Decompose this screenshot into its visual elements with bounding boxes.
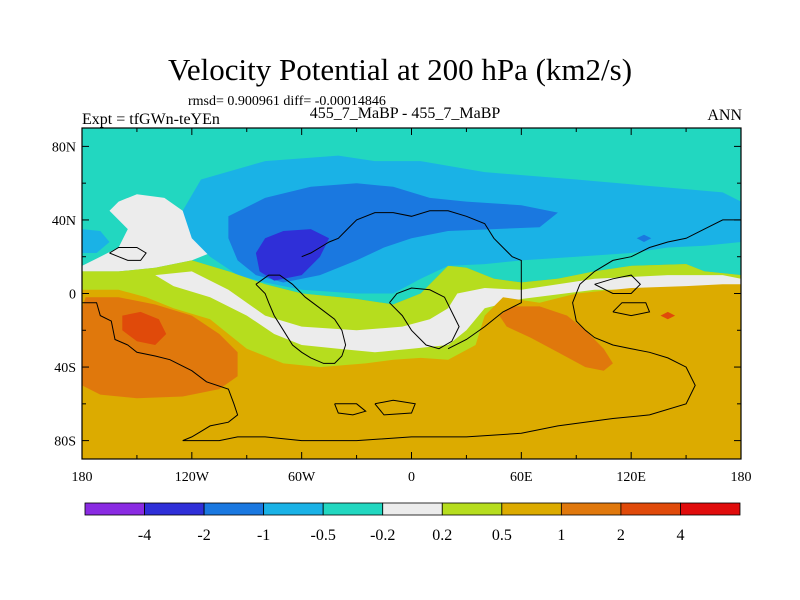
case-label: 455_7_MaBP - 455_7_MaBP [309, 105, 501, 122]
colorbar-label: 4 [676, 527, 684, 544]
x-tick-label: 60W [288, 470, 316, 485]
contour-region-11 [82, 297, 238, 399]
colorbar-swatch-1 [144, 502, 205, 516]
contour-region-4 [255, 229, 330, 281]
chart-title: Velocity Potential at 200 hPa (km2/s) [167, 52, 633, 87]
colorbar-swatch-9 [620, 502, 681, 516]
x-tick-label: 120E [616, 470, 646, 485]
coastline-1 [374, 399, 416, 416]
colorbar-swatch-7 [501, 502, 562, 516]
contour-layer [82, 128, 741, 459]
colorbar-swatch-6 [441, 502, 503, 516]
colorbar-swatch-4 [322, 502, 384, 516]
coastline-4 [389, 287, 460, 350]
coastline-6 [109, 247, 147, 261]
coastline-2 [82, 219, 741, 442]
colorbar-label: -4 [138, 527, 151, 544]
colorbar-swatch-10 [680, 502, 741, 516]
x-tick-label: 0 [408, 470, 415, 485]
colorbar-label: -0.2 [370, 527, 395, 544]
x-tick-label: 60E [510, 470, 533, 485]
colorbar-swatch-8 [560, 502, 622, 516]
contour-region-12 [499, 306, 613, 371]
colorbar-label: 0.5 [492, 527, 512, 544]
coastline-3 [255, 274, 347, 364]
contour-region-5 [636, 234, 652, 242]
colorbar: -4 -2 -1 -0.5 -0.2 0.2 0.5 1 2 4 [84, 502, 741, 544]
contour-region-6 [667, 231, 705, 239]
coastline-8 [612, 302, 651, 317]
colorbar-label: -1 [257, 527, 270, 544]
contour-region-7 [82, 229, 110, 253]
colorbar-label: -0.5 [311, 527, 336, 544]
colorbar-label: -2 [197, 527, 210, 544]
y-tick-label: 80N [52, 140, 76, 155]
coastline-5 [301, 210, 522, 350]
x-tick-label: 120W [175, 470, 210, 485]
x-tick-label: 180 [72, 470, 93, 485]
y-tick-label: 0 [69, 288, 76, 303]
y-tick-label: 80S [54, 435, 76, 450]
colorbar-swatch-2 [203, 502, 265, 516]
colorbar-swatch-3 [263, 502, 324, 516]
colorbar-label: 2 [617, 527, 625, 544]
experiment-label: Expt = tfGWn-teYEn [82, 111, 220, 128]
contour-region-13 [122, 311, 167, 345]
colorbar-label: 1 [557, 527, 565, 544]
y-tick-label: 40S [54, 361, 76, 376]
colorbar-swatch-0 [84, 502, 145, 516]
x-tick-label: 180 [731, 470, 752, 485]
season-label: ANN [707, 107, 742, 124]
colorbar-swatch-5 [382, 502, 443, 516]
coastline-7 [594, 274, 642, 294]
colorbar-label: 0.2 [432, 527, 452, 544]
contour-region-9 [155, 271, 741, 353]
y-tick-label: 40N [52, 214, 76, 229]
coastline-0 [334, 403, 367, 416]
contour-region-14 [660, 311, 676, 320]
stats-line: rmsd= 0.900961 diff= -0.00014846 [188, 94, 386, 109]
